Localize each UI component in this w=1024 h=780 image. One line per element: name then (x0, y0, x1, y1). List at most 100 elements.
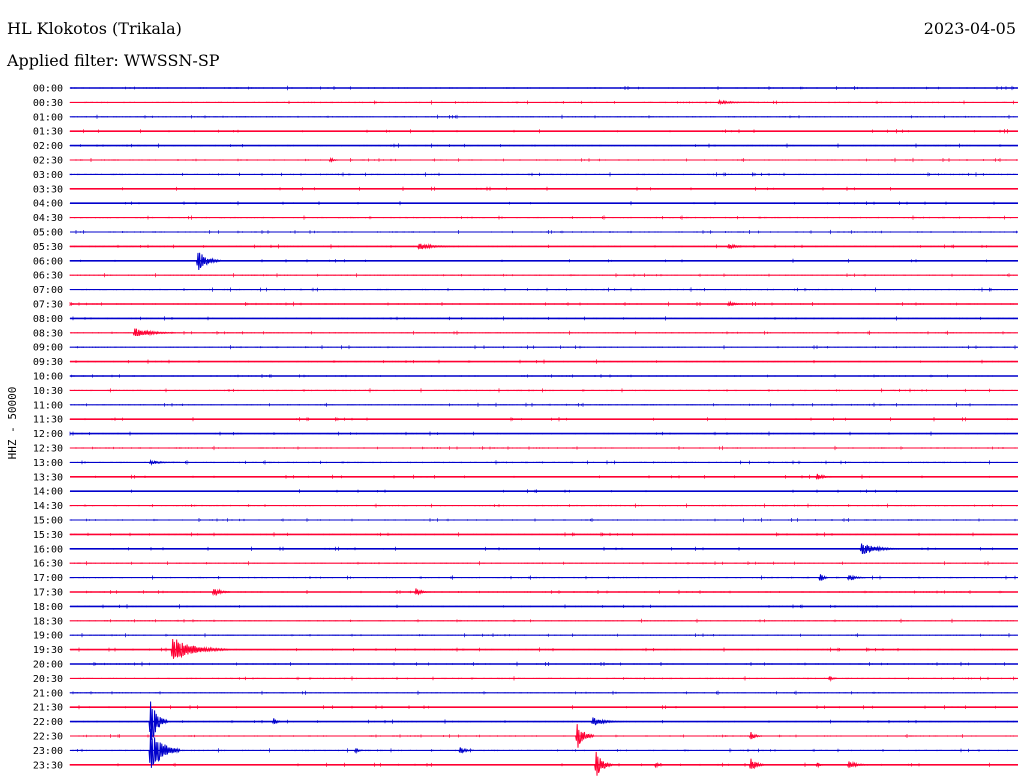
trace-noise (69, 604, 1017, 609)
row-time-label: 00:30 (33, 98, 63, 109)
row-time-label: 12:00 (33, 429, 63, 440)
trace-noise (69, 575, 1017, 580)
trace-noise (69, 316, 1017, 321)
trace-noise (69, 431, 1017, 436)
trace-noise (69, 388, 1017, 393)
seismic-event-28 (748, 758, 765, 770)
row-time-label: 18:30 (33, 616, 63, 627)
trace-noise (69, 114, 1017, 119)
traces (69, 85, 1018, 776)
row-time-label: 20:00 (33, 660, 63, 671)
trace-noise (69, 633, 1017, 638)
y-axis-label: HHZ - 50000 (6, 387, 19, 460)
row-time-label: 08:00 (33, 314, 63, 325)
trace-noise (71, 734, 1017, 738)
seismic-event-19 (590, 717, 623, 726)
row-time-label: 13:00 (33, 458, 63, 469)
seismic-event-27 (654, 762, 664, 769)
trace-noise (69, 402, 1017, 407)
seismic-event-13 (413, 588, 430, 596)
row-time-label: 03:30 (33, 184, 63, 195)
row-time-label: 05:00 (33, 228, 63, 239)
seismic-event-25 (458, 747, 475, 754)
seismic-event-8 (815, 473, 835, 480)
seismic-event-9 (859, 543, 902, 555)
seismic-event-10 (818, 574, 829, 581)
row-time-label: 10:00 (33, 372, 63, 383)
row-time-label: 23:30 (33, 760, 63, 771)
row-time-label: 01:00 (33, 112, 63, 123)
trace-noise (69, 157, 1017, 163)
row-time-label: 16:00 (33, 544, 63, 555)
row-time-label: 02:30 (33, 156, 63, 167)
row-time-label: 04:00 (33, 199, 63, 210)
trace-noise (69, 301, 1017, 307)
trace-noise (69, 676, 1017, 681)
row-time-label: 20:30 (33, 674, 63, 685)
row-time-label: 22:00 (33, 717, 63, 728)
seismic-event-12 (211, 588, 231, 597)
row-time-label: 21:00 (33, 688, 63, 699)
filter-label: Applied filter: WWSSN-SP (7, 51, 220, 70)
seismic-event-23 (148, 728, 181, 768)
row-time-label: 07:30 (33, 300, 63, 311)
seismic-event-26 (594, 751, 614, 776)
trace-noise (69, 186, 1017, 191)
row-time-label: 15:30 (33, 530, 63, 541)
trace-noise (69, 561, 1017, 566)
seismic-event-29 (815, 762, 825, 769)
row-time-label: 18:00 (33, 602, 63, 613)
row-time-label: 11:30 (33, 415, 63, 426)
trace-noise (69, 143, 1017, 148)
date-label: 2023-04-05 (923, 19, 1016, 38)
row-time-label: 17:30 (33, 588, 63, 599)
station-title: HL Klokotos (Trikala) (7, 19, 182, 38)
trace-noise (69, 618, 1014, 623)
row-time-label: 10:30 (33, 386, 63, 397)
trace-noise (69, 100, 1017, 105)
row-time-label: 00:00 (33, 84, 63, 95)
trace-noise (69, 517, 1017, 523)
seismic-event-6 (132, 328, 175, 337)
seismic-event-0 (717, 98, 756, 106)
row-time-label: 08:30 (33, 328, 63, 339)
seismic-event-17 (148, 701, 168, 740)
row-time-label: 19:30 (33, 645, 63, 656)
row-time-label: 05:30 (33, 242, 63, 253)
seismic-event-4 (195, 252, 222, 271)
seismic-event-15 (828, 676, 838, 683)
row-time-label: 06:00 (33, 256, 63, 267)
seismic-event-21 (748, 732, 762, 740)
seismic-event-1 (328, 157, 339, 163)
row-time-label: 19:00 (33, 631, 63, 642)
seismic-event-7 (148, 459, 181, 466)
row-time-label: 03:00 (33, 170, 63, 181)
row-time-label: 23:00 (33, 746, 63, 757)
trace-noise (69, 201, 1017, 206)
seismic-event-14 (170, 638, 229, 659)
row-time-label: 09:00 (33, 343, 63, 354)
row-time-label: 14:00 (33, 487, 63, 498)
row-time-label: 16:30 (33, 559, 63, 570)
row-time-label: 17:00 (33, 573, 63, 584)
row-time-label: 11:00 (33, 400, 63, 411)
time-labels: 00:00 00:30 01:00 01:30 02:00 02:30 03:00 03:30… (33, 84, 63, 772)
trace-noise (69, 589, 1017, 595)
trace-noise (69, 345, 1017, 350)
row-time-label: 22:30 (33, 732, 63, 743)
trace-noise (69, 273, 1017, 278)
row-time-label: 04:30 (33, 213, 63, 224)
seismic-event-11 (846, 574, 866, 581)
trace-noise (69, 330, 1017, 335)
row-time-label: 01:30 (33, 127, 63, 138)
seismic-event-2 (417, 243, 456, 251)
row-time-label: 14:30 (33, 501, 63, 512)
seismic-event-24 (353, 747, 364, 754)
trace-noise (69, 661, 1017, 667)
row-time-label: 07:00 (33, 285, 63, 296)
row-time-label: 13:30 (33, 472, 63, 483)
trace-noise (69, 503, 1017, 508)
row-time-label: 09:30 (33, 357, 63, 368)
seismic-event-3 (726, 243, 753, 250)
